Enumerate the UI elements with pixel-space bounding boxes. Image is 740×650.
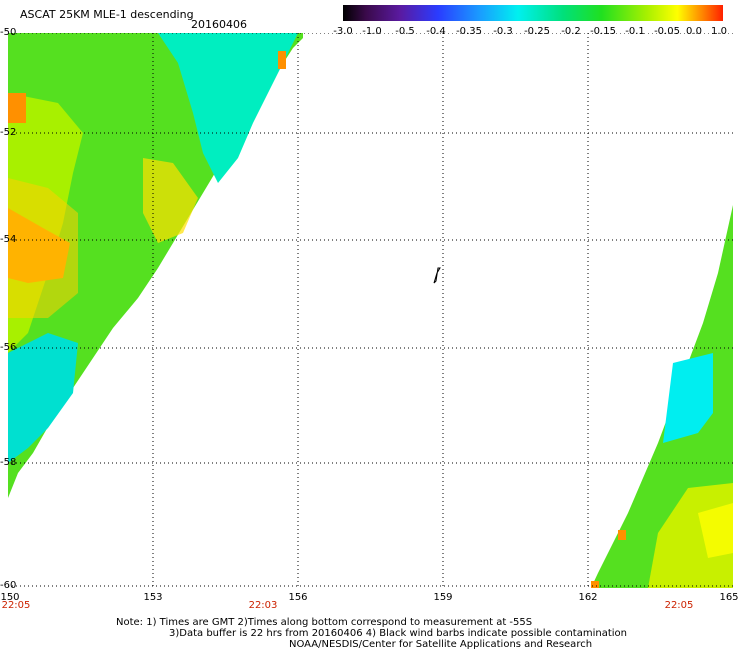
right-tip-hot2 bbox=[591, 581, 599, 588]
colorbar-tick: -0.5 bbox=[395, 26, 415, 37]
map-date: 20160406 bbox=[191, 18, 247, 31]
island-outline bbox=[433, 267, 441, 284]
right-swath-cyan bbox=[663, 353, 713, 443]
colorbar-tick: -1.0 bbox=[362, 26, 382, 37]
left-edge-hot bbox=[8, 93, 26, 123]
right-tip-hot bbox=[618, 530, 626, 540]
colorbar-tick: -3.0 bbox=[333, 26, 353, 37]
colorbar-ticks: -3.0 -1.0 -0.5 -0.4 -0.35 -0.3 -0.25 -0.… bbox=[333, 26, 727, 40]
lon-label: 156 bbox=[288, 592, 308, 603]
map-plot bbox=[8, 33, 733, 588]
left-swath bbox=[8, 33, 303, 498]
colorbar-tick: -0.4 bbox=[426, 26, 446, 37]
lat-label: -50 bbox=[0, 27, 17, 38]
left-swath-cyan2 bbox=[8, 333, 78, 463]
grid bbox=[8, 33, 733, 588]
lat-label: -52 bbox=[0, 127, 17, 138]
left-swath-yellow2 bbox=[143, 158, 198, 243]
colorbar-tick: 1.0 bbox=[711, 26, 727, 37]
lat-label: -56 bbox=[0, 342, 17, 353]
left-swath-yellow bbox=[8, 178, 78, 318]
left-swath-cyan bbox=[158, 33, 298, 183]
note-line-3: NOAA/NESDIS/Center for Satellite Applica… bbox=[289, 639, 593, 650]
note-line-1: Note: 1) Times are GMT 2)Times along bot… bbox=[116, 617, 533, 628]
map-title: ASCAT 25KM MLE-1 descending bbox=[20, 8, 194, 21]
colorbar-tick: -0.1 bbox=[625, 26, 645, 37]
colorbar-tick: -0.2 bbox=[561, 26, 581, 37]
colorbar-tick: -0.35 bbox=[456, 26, 482, 37]
right-swath-yellow2 bbox=[698, 503, 733, 558]
lat-label: -54 bbox=[0, 234, 17, 245]
colorbar-tick: 0.0 bbox=[686, 26, 702, 37]
lon-label: 153 bbox=[143, 592, 163, 603]
colorbar bbox=[343, 5, 723, 21]
left-tip-hot bbox=[278, 51, 286, 69]
lat-label: -58 bbox=[0, 457, 17, 468]
lon-label: 165 bbox=[719, 592, 739, 603]
note-line-2: 3)Data buffer is 22 hrs from 20160406 4)… bbox=[169, 628, 627, 639]
colorbar-tick: -0.25 bbox=[524, 26, 550, 37]
lat-label: -60 bbox=[0, 580, 17, 591]
lon-label: 159 bbox=[433, 592, 453, 603]
time-label: 22:03 bbox=[248, 600, 278, 611]
time-label: 22:05 bbox=[664, 600, 694, 611]
time-label: 22:05 bbox=[1, 600, 31, 611]
colorbar-tick: -0.3 bbox=[493, 26, 513, 37]
colorbar-tick: -0.15 bbox=[590, 26, 616, 37]
lon-label: 150 bbox=[0, 592, 20, 603]
lon-label: 162 bbox=[578, 592, 598, 603]
colorbar-tick: -0.05 bbox=[654, 26, 680, 37]
